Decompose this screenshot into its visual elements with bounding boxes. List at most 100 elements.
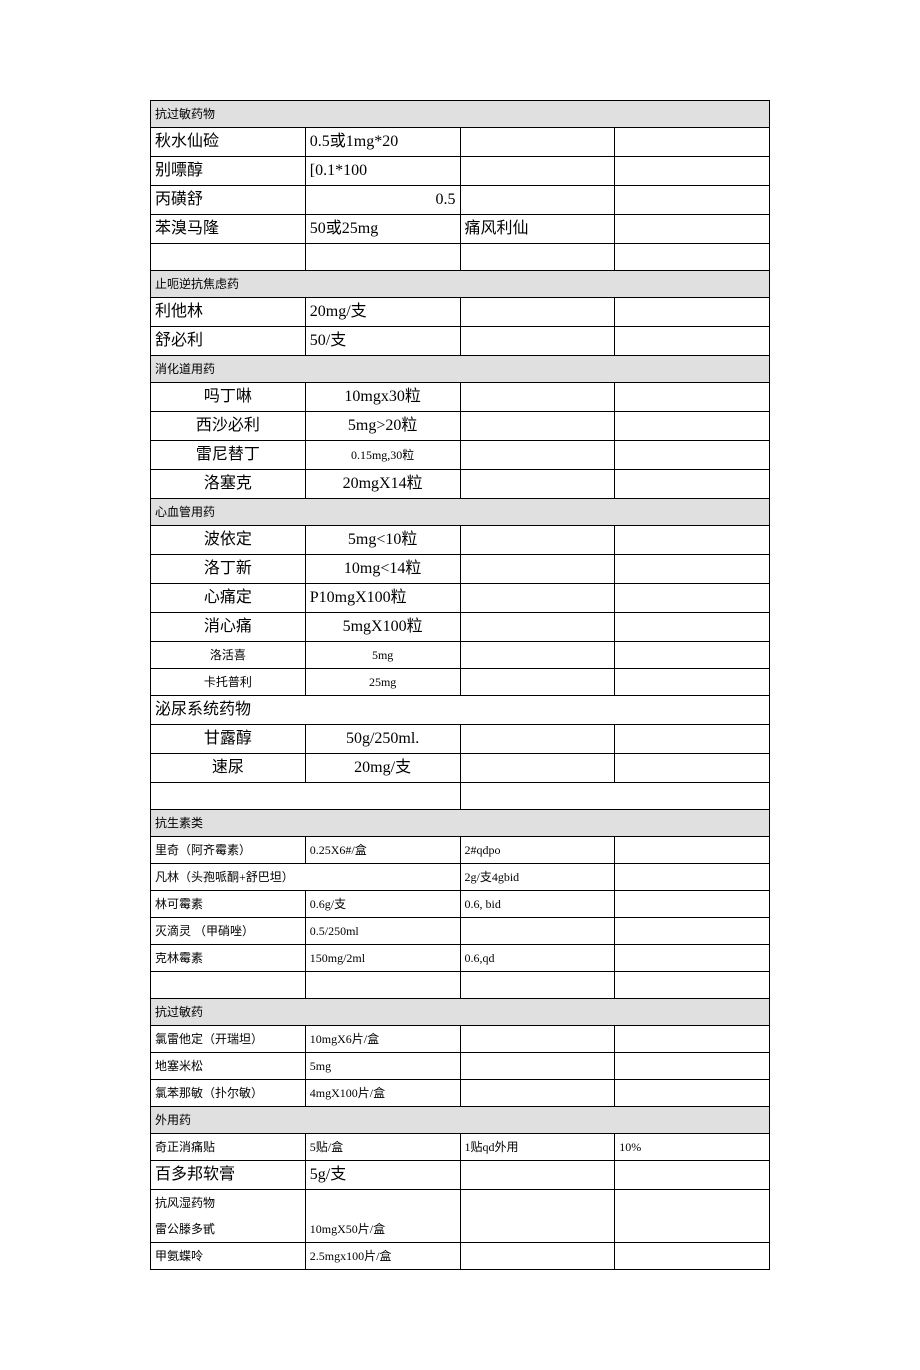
table-cell: 丙磺舒 [151, 186, 306, 215]
table-cell [460, 412, 615, 441]
table-row: 氯雷他定（开瑞坦）10mgX6片/盒 [151, 1026, 770, 1053]
table-row: 波依定5mg<10粒 [151, 526, 770, 555]
section-header-row: 抗过敏药物 [151, 101, 770, 128]
table-cell [460, 1216, 615, 1243]
table-cell [615, 128, 770, 157]
table-cell: 氯雷他定（开瑞坦） [151, 1026, 306, 1053]
table-cell [615, 1053, 770, 1080]
section-header-row: 抗生素类 [151, 810, 770, 837]
table-row: 卡托普利25mg [151, 669, 770, 696]
table-cell [460, 128, 615, 157]
section-header: 抗过敏药 [151, 999, 770, 1026]
table-cell [615, 642, 770, 669]
table-cell [615, 918, 770, 945]
drug-table: 抗过敏药物秋水仙硷0.5或1mg*20别嘌醇[0.1*100丙磺舒0.5苯溴马隆… [150, 100, 770, 1270]
table-cell [460, 244, 615, 271]
table-cell: 20mg/支 [305, 754, 460, 783]
table-cell [305, 972, 460, 999]
table-row: 甘露醇50g/250ml. [151, 725, 770, 754]
table-row: 氯苯那敏（扑尔敏）4mgX100片/盒 [151, 1080, 770, 1107]
table-cell: 10mg<14粒 [305, 555, 460, 584]
table-row: 里奇（阿齐霉素）0.25X6#/盒2#qdpo [151, 837, 770, 864]
table-row: 消心痛5mgX100粒 [151, 613, 770, 642]
table-cell: 0.5/250ml [305, 918, 460, 945]
table-cell [460, 470, 615, 499]
table-cell [615, 972, 770, 999]
table-cell: 0.5 [305, 186, 460, 215]
table-cell [615, 215, 770, 244]
table-cell: 百多邦软膏 [151, 1161, 306, 1190]
table-cell [460, 157, 615, 186]
table-row: 西沙必利5mg>20粒 [151, 412, 770, 441]
table-cell [615, 383, 770, 412]
table-cell [460, 1243, 615, 1270]
table-row: 甲氨蝶呤2.5mgx100片/盒 [151, 1243, 770, 1270]
table-cell [460, 441, 615, 470]
table-cell: 0.25X6#/盒 [305, 837, 460, 864]
table-cell: 甘露醇 [151, 725, 306, 754]
table-cell: 5mg<10粒 [305, 526, 460, 555]
table-cell: 舒必利 [151, 327, 306, 356]
table-cell [460, 613, 615, 642]
table-cell: 50g/250ml. [305, 725, 460, 754]
table-cell: 10mgx30粒 [305, 383, 460, 412]
table-cell [460, 186, 615, 215]
table-cell: 0.6g/支 [305, 891, 460, 918]
table-cell: 苯溴马隆 [151, 215, 306, 244]
table-cell: 速尿 [151, 754, 306, 783]
table-cell [615, 754, 770, 783]
table-cell: 消心痛 [151, 613, 306, 642]
section-header-row: 止呃逆抗焦虑药 [151, 271, 770, 298]
section-header: 抗风湿药物 [151, 1190, 306, 1217]
table-cell [460, 1161, 615, 1190]
table-cell: 洛丁新 [151, 555, 306, 584]
table-cell [615, 1026, 770, 1053]
section-header-row: 抗过敏药 [151, 999, 770, 1026]
table-cell [615, 891, 770, 918]
table-cell [615, 526, 770, 555]
table-cell: 奇正消痛贴 [151, 1134, 306, 1161]
table-row: 克林霉素150mg/2ml0.6,qd [151, 945, 770, 972]
table-row: 灭滴灵 （甲硝唑）0.5/250ml [151, 918, 770, 945]
table-cell [460, 383, 615, 412]
section-header: 泌尿系统药物 [151, 696, 770, 725]
table-cell [615, 157, 770, 186]
table-cell [615, 1190, 770, 1217]
table-cell [615, 1216, 770, 1243]
section-header-row: 心血管用药 [151, 499, 770, 526]
table-cell: 甲氨蝶呤 [151, 1243, 306, 1270]
table-cell [615, 864, 770, 891]
table-cell: 卡托普利 [151, 669, 306, 696]
table-row: 洛塞克20mgX14粒 [151, 470, 770, 499]
table-cell: 0.6,qd [460, 945, 615, 972]
table-cell: 2.5mgx100片/盒 [305, 1243, 460, 1270]
table-cell [460, 584, 615, 613]
table-cell [460, 783, 770, 810]
table-row: 凡林（头孢哌酮+舒巴坦）2g/支4gbid [151, 864, 770, 891]
table-cell: 心痛定 [151, 584, 306, 613]
table-cell [615, 584, 770, 613]
table-cell: 1贴qd外用 [460, 1134, 615, 1161]
table-cell: 0.6, bid [460, 891, 615, 918]
table-cell [460, 1053, 615, 1080]
section-header: 抗生素类 [151, 810, 770, 837]
table-cell: [0.1*100 [305, 157, 460, 186]
section-header: 消化道用药 [151, 356, 770, 383]
table-cell: 雷公滕多甙 [151, 1216, 306, 1243]
table-cell: 里奇（阿齐霉素） [151, 837, 306, 864]
table-cell: 10mgX6片/盒 [305, 1026, 460, 1053]
table-cell [151, 972, 306, 999]
table-cell: 0.15mg,30粒 [305, 441, 460, 470]
section-header: 心血管用药 [151, 499, 770, 526]
table-cell [460, 725, 615, 754]
table-cell [460, 526, 615, 555]
table-cell [460, 298, 615, 327]
table-cell: 别嘌醇 [151, 157, 306, 186]
table-cell: 20mgX14粒 [305, 470, 460, 499]
table-cell: 雷尼替丁 [151, 441, 306, 470]
section-header: 止呃逆抗焦虑药 [151, 271, 770, 298]
table-row: 心痛定P10mgX100粒 [151, 584, 770, 613]
table-cell: 5mgX100粒 [305, 613, 460, 642]
table-row: 秋水仙硷0.5或1mg*20 [151, 128, 770, 157]
table-cell [615, 1080, 770, 1107]
